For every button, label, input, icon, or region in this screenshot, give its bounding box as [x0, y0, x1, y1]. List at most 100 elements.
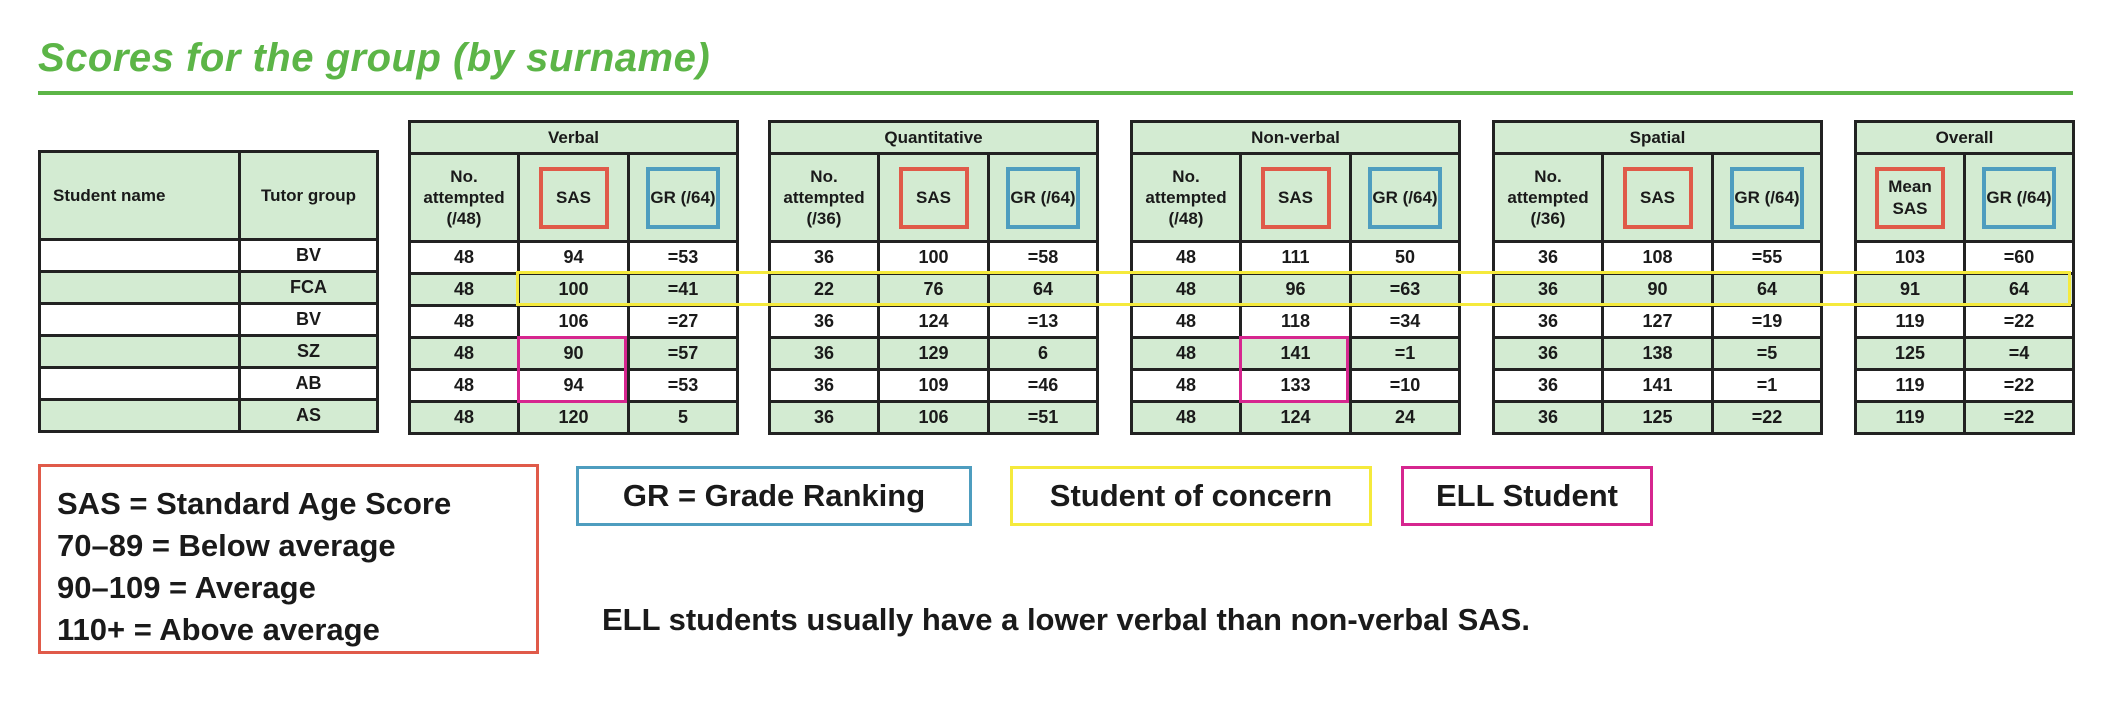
gr-cell: 6 — [987, 336, 1099, 371]
student-name-cell — [38, 334, 241, 369]
mean-sas-cell: 91 — [1854, 272, 1966, 307]
student-name-cell — [38, 302, 241, 337]
gr-cell: =53 — [627, 368, 739, 403]
score-row: 119 =22 — [1854, 304, 2075, 339]
score-row: 36 138 =5 — [1492, 336, 1824, 371]
score-row: 48 118 =34 — [1130, 304, 1462, 339]
ell-highlight-nonverbal — [1239, 336, 1349, 403]
title-underline — [38, 91, 2073, 95]
score-row: 36 125 =22 — [1492, 400, 1824, 435]
header-tutor-group: Tutor group — [238, 150, 379, 241]
mean-sas-cell: 125 — [1854, 336, 1966, 371]
gr-cell: =63 — [1348, 272, 1462, 307]
gr-header-label: GR (/64) — [1368, 166, 1442, 229]
tutor-group-cell: AS — [238, 398, 379, 433]
gr-header: GR (/64) — [1963, 152, 2075, 243]
tutor-group-cell: FCA — [238, 270, 379, 305]
mean-sas-cell: 119 — [1854, 368, 1966, 403]
score-row: 36 141 =1 — [1492, 368, 1824, 403]
attempted-cell: 48 — [408, 400, 520, 435]
sas-cell: 90 — [1601, 272, 1714, 307]
sas-cell: 111 — [1239, 240, 1352, 275]
student-row: BV — [38, 238, 379, 273]
sas-cell: 138 — [1601, 336, 1714, 371]
concern-legend-text: Student of concern — [1049, 478, 1333, 513]
sas-header: SAS — [517, 152, 630, 243]
attempted-header: No. attempted (/36) — [1492, 152, 1604, 243]
attempted-cell: 48 — [408, 304, 520, 339]
sas-cell: 124 — [1239, 400, 1352, 435]
mean-sas-cell: 119 — [1854, 304, 1966, 339]
gr-header: GR (/64) — [1710, 152, 1824, 243]
attempted-cell: 36 — [1492, 240, 1604, 275]
attempted-cell: 22 — [768, 272, 880, 307]
gr-cell: =22 — [1963, 304, 2075, 339]
score-row: 48 120 5 — [408, 400, 739, 435]
sas-cell: 127 — [1601, 304, 1714, 339]
sas-header-label: SAS — [1622, 166, 1693, 229]
attempted-cell: 36 — [768, 240, 880, 275]
sas-legend-line: 70–89 = Below average — [57, 528, 396, 563]
ell-legend: ELL Student — [1401, 466, 1653, 526]
score-row: 22 76 64 — [768, 272, 1099, 307]
section-table-quantitative: Quantitative No. attempted (/36) SAS GR (/6… — [768, 120, 1099, 435]
student-row: BV — [38, 302, 379, 337]
attempted-cell: 48 — [408, 240, 520, 275]
score-row: 48 94 =53 — [408, 240, 739, 275]
score-row: 119 =22 — [1854, 368, 2075, 403]
sas-cell: 133 — [1239, 368, 1352, 403]
gr-header-label: GR (/64) — [1006, 166, 1080, 229]
sas-cell: 124 — [877, 304, 990, 339]
section-title: Verbal — [408, 120, 739, 155]
sas-cell: 96 — [1239, 272, 1352, 307]
student-row: SZ — [38, 334, 379, 369]
tutor-group-cell: BV — [238, 302, 379, 337]
sas-cell: 141 — [1239, 336, 1352, 371]
score-row: 48 106 =27 — [408, 304, 739, 339]
score-row: 48 141 =1 — [1130, 336, 1462, 371]
gr-cell: =22 — [1710, 400, 1824, 435]
sas-legend-line: 90–109 = Average — [57, 570, 316, 605]
gr-cell: =1 — [1348, 336, 1462, 371]
score-row: 36 90 64 — [1492, 272, 1824, 307]
gr-cell: 64 — [1710, 272, 1824, 307]
attempted-header: No. attempted (/48) — [408, 152, 520, 243]
score-row: 36 108 =55 — [1492, 240, 1824, 275]
sas-cell: 141 — [1601, 368, 1714, 403]
score-row: 36 100 =58 — [768, 240, 1099, 275]
gr-cell: =46 — [987, 368, 1099, 403]
attempted-cell: 36 — [1492, 400, 1604, 435]
gr-header-label: GR (/64) — [1730, 166, 1804, 229]
attempted-cell: 48 — [1130, 336, 1242, 371]
sas-header-label: SAS — [1260, 166, 1331, 229]
sas-legend-line: SAS = Standard Age Score — [57, 486, 452, 521]
ell-highlight-verbal — [517, 336, 627, 403]
section-title: Non-verbal — [1129, 120, 1462, 155]
sas-legend-line: 110+ = Above average — [57, 612, 380, 647]
gr-legend-text: GR = Grade Ranking — [622, 478, 926, 513]
section-table-overall: Overall Mean SAS GR (/64) 103 =60 91 64 119 =22 1… — [1854, 120, 2075, 435]
attempted-cell: 48 — [1130, 368, 1242, 403]
gr-cell: =34 — [1348, 304, 1462, 339]
gr-cell: =10 — [1348, 368, 1462, 403]
student-name-cell — [38, 238, 241, 273]
sas-cell: 100 — [877, 240, 990, 275]
score-row: 119 =22 — [1854, 400, 2075, 435]
student-name-cell — [38, 366, 241, 401]
sas-legend: SAS = Standard Age Score 70–89 = Below a… — [38, 464, 539, 654]
tutor-group-cell: SZ — [238, 334, 379, 369]
attempted-header: No. attempted (/48) — [1130, 152, 1242, 243]
attempted-cell: 36 — [1492, 368, 1604, 403]
gr-cell: 5 — [627, 400, 739, 435]
gr-cell: =51 — [987, 400, 1099, 435]
score-row: 91 64 — [1854, 272, 2075, 307]
section-title: Overall — [1854, 120, 2075, 155]
student-of-concern-highlight — [516, 271, 2071, 306]
gr-cell: =13 — [987, 304, 1099, 339]
attempted-cell: 48 — [1130, 400, 1242, 435]
attempted-cell: 36 — [1492, 336, 1604, 371]
section-table-verbal: Verbal No. attempted (/48) SAS GR (/64) 48 94… — [408, 120, 739, 435]
sas-cell: 120 — [517, 400, 630, 435]
gr-header-label: GR (/64) — [646, 166, 720, 229]
sas-cell: 90 — [517, 336, 630, 371]
